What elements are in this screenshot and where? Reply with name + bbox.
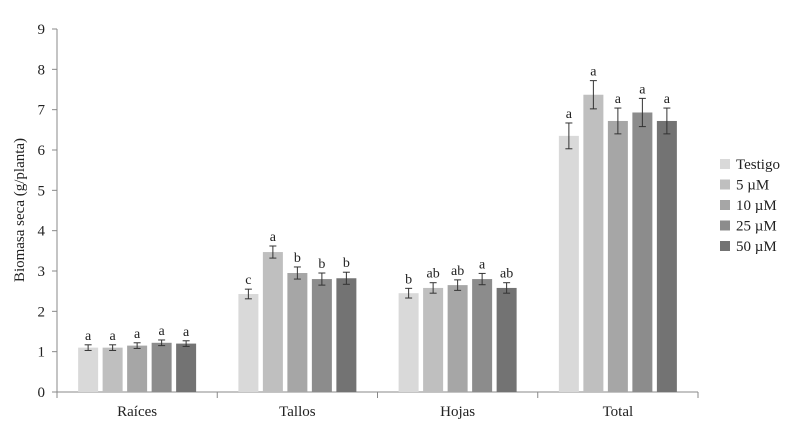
bar (287, 273, 307, 392)
legend-swatch (720, 159, 730, 169)
y-tick-label: 9 (38, 22, 46, 38)
significance-label: a (159, 324, 166, 339)
legend-swatch (720, 221, 730, 231)
bar (559, 136, 579, 392)
bar (78, 348, 98, 392)
legend: Testigo 5 µM 10 µM 25 µM 50 µM (720, 157, 780, 255)
y-tick-label: 2 (38, 304, 46, 320)
bar (399, 293, 419, 392)
y-tick-label: 6 (38, 143, 46, 159)
y-tick-label: 5 (38, 183, 46, 199)
legend-label: 5 µM (736, 178, 769, 194)
bar (238, 294, 258, 392)
bar (448, 285, 468, 392)
y-tick-label: 3 (38, 264, 46, 280)
significance-label: a (590, 65, 597, 80)
significance-label: a (134, 327, 141, 342)
legend-label: 10 µM (736, 198, 777, 214)
bar (312, 279, 332, 392)
significance-label: a (566, 107, 573, 122)
significance-label: b (343, 256, 350, 271)
bar (127, 346, 147, 392)
significance-label: c (245, 273, 251, 288)
significance-label: ab (451, 264, 464, 279)
x-category-label: Hojas (440, 404, 475, 420)
significance-label: a (664, 92, 671, 107)
x-category-label: Total (603, 404, 634, 420)
significance-label: a (270, 230, 277, 245)
significance-label: ab (500, 267, 513, 282)
legend-swatch (720, 200, 730, 210)
y-tick-label: 1 (38, 345, 46, 361)
legend-swatch (720, 180, 730, 190)
significance-label: a (615, 92, 622, 107)
legend-label: 25 µM (736, 219, 777, 235)
bar (263, 252, 283, 392)
bar (632, 112, 652, 392)
y-axis-title: Biomasa seca (g/planta) (12, 138, 28, 282)
bar (152, 343, 172, 392)
bar (608, 121, 628, 392)
significance-label: ab (427, 267, 440, 282)
bar (497, 288, 517, 392)
significance-label: a (110, 329, 117, 344)
bar (176, 344, 196, 392)
bar (423, 288, 443, 392)
y-tick-label: 7 (38, 103, 46, 119)
significance-label: b (294, 251, 301, 266)
significance-label: b (318, 257, 325, 272)
bar (336, 278, 356, 392)
y-tick-label: 8 (38, 62, 46, 78)
legend-swatch (720, 241, 730, 251)
legend-label: Testigo (736, 157, 780, 173)
legend-label: 50 µM (736, 239, 777, 255)
significance-label: a (183, 325, 190, 340)
x-category-label: Raíces (117, 404, 157, 420)
significance-label: a (479, 257, 486, 272)
bar (472, 279, 492, 392)
significance-label: b (405, 272, 412, 287)
bar (583, 95, 603, 392)
bar (103, 348, 123, 392)
y-tick-label: 0 (38, 385, 46, 401)
significance-label: a (85, 329, 92, 344)
significance-label: a (639, 82, 646, 97)
bar (657, 121, 677, 392)
y-tick-label: 4 (38, 224, 46, 240)
x-category-label: Tallos (279, 404, 316, 420)
